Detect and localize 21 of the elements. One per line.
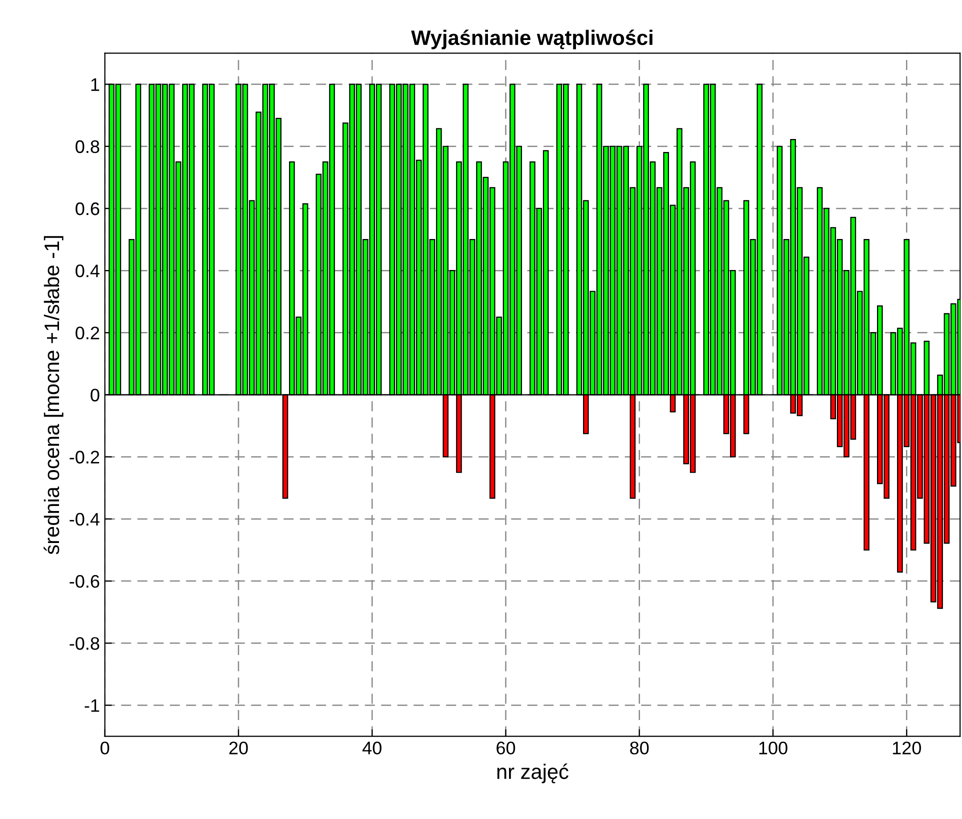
y-tick-label: 0.8 bbox=[76, 140, 100, 154]
y-tick-label: -0.2 bbox=[70, 450, 100, 464]
y-tick-label: -0.8 bbox=[70, 637, 100, 650]
x-tick-label: 40 bbox=[362, 742, 382, 754]
x-tick-label: 20 bbox=[229, 742, 248, 754]
x-tick-label: 0 bbox=[100, 742, 110, 754]
y-tick-label: 0.2 bbox=[76, 326, 100, 340]
x-tick-label: 80 bbox=[630, 742, 649, 754]
y-tick-label: 1 bbox=[91, 78, 100, 91]
y-tick-label: 0.4 bbox=[76, 264, 100, 278]
y-tick-label: -0.4 bbox=[70, 512, 100, 526]
y-tick-label: 0 bbox=[90, 388, 100, 402]
x-axis-title: nr zajęć bbox=[497, 764, 568, 784]
y-tick-label: -1 bbox=[84, 699, 100, 712]
y-tick-label: -0.6 bbox=[70, 574, 100, 588]
x-tick-label: 120 bbox=[892, 742, 921, 754]
y-axis-title: średnia ocena [mocne +1/słabe -1] bbox=[44, 236, 64, 554]
x-tick-label: 60 bbox=[496, 742, 516, 754]
chart-title: Wyjaśnianie wątpliwości bbox=[411, 30, 652, 50]
y-tick-label: 0.6 bbox=[76, 202, 100, 216]
x-tick-label: 100 bbox=[759, 742, 788, 754]
